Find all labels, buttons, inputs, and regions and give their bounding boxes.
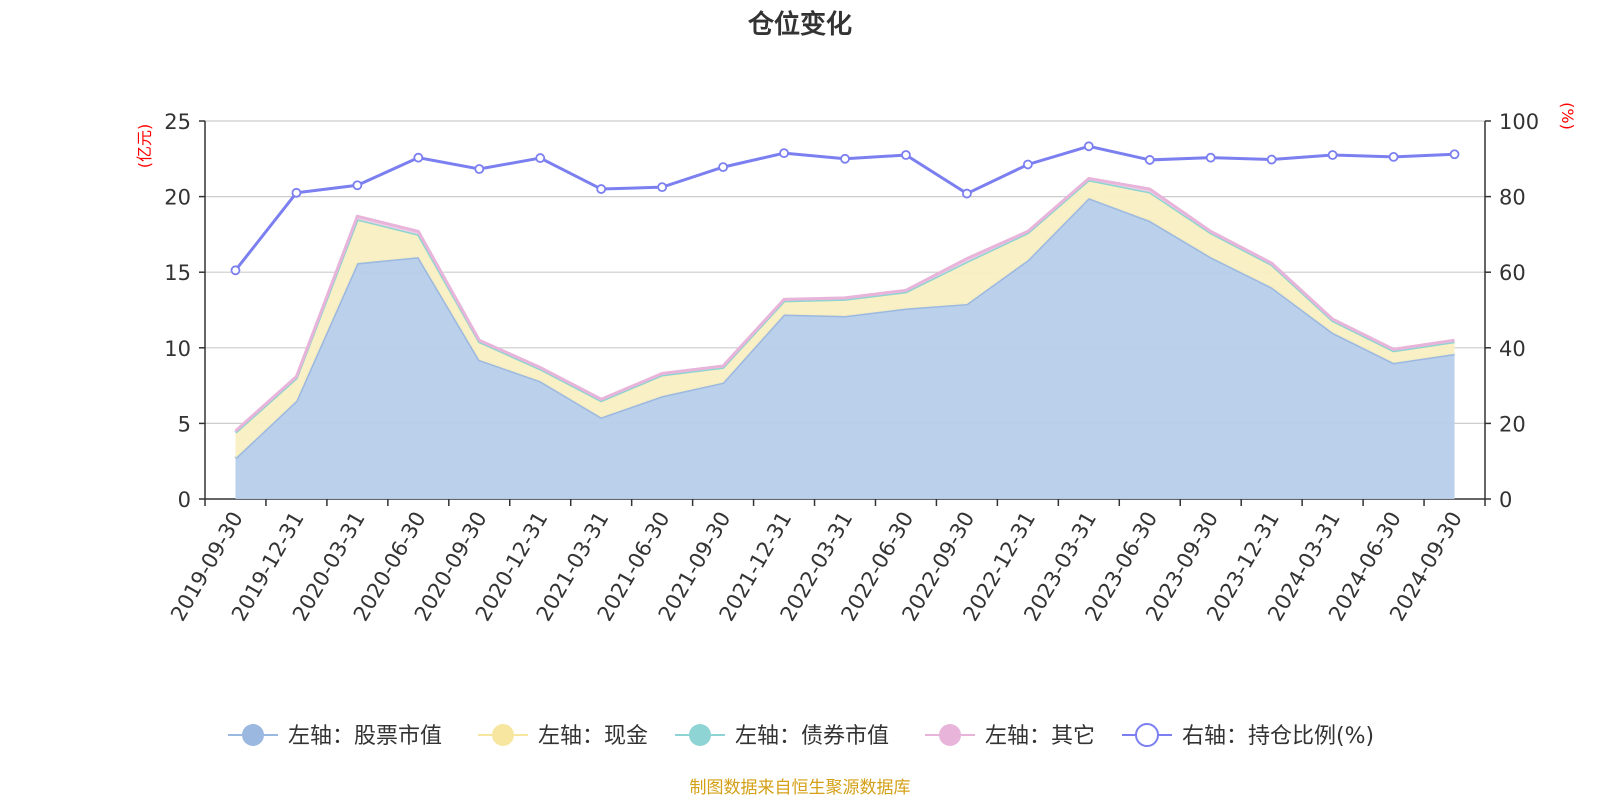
left-axis-tick-label: 5 xyxy=(178,412,191,436)
ratio-point xyxy=(1388,152,1399,162)
legend-item: 左轴：股票市值 xyxy=(228,724,442,749)
legend: 左轴：股票市值 左轴：现金 左轴：债券市值 左轴：其它 右轴：持仓比例(%) xyxy=(228,723,1374,749)
right-axis-tick-label: 80 xyxy=(1499,186,1526,210)
right-axis-tick-label: 60 xyxy=(1499,261,1526,285)
ratio-point xyxy=(1449,149,1460,160)
ratio-point xyxy=(230,265,241,276)
ratio-point xyxy=(413,152,424,163)
legend-label: 左轴：股票市值 xyxy=(288,724,442,749)
ratio-point xyxy=(596,184,607,194)
legend-item: 右轴：持仓比例(%) xyxy=(1122,723,1374,749)
left-axis-tick-label: 10 xyxy=(164,337,191,361)
ratio-point xyxy=(535,153,546,163)
ratio-point xyxy=(1205,152,1216,163)
legend-marker-filled-icon xyxy=(689,724,711,746)
legend-label: 左轴：其它 xyxy=(985,724,1095,749)
ratio-point xyxy=(474,164,485,174)
legend-label: 左轴：债券市值 xyxy=(735,724,889,749)
legend-marker-hollow-icon xyxy=(1135,723,1159,747)
legend-marker-filled-icon xyxy=(242,724,264,746)
chart-title: 仓位变化 xyxy=(747,9,852,40)
ratio-point xyxy=(1266,154,1277,165)
area-line xyxy=(234,176,1455,433)
legend-item: 左轴：其它 xyxy=(925,724,1095,749)
ratio-point xyxy=(718,162,728,173)
ratio-point xyxy=(291,187,302,198)
ratio-point xyxy=(901,150,911,160)
ratio-point xyxy=(779,148,789,159)
right-axis-tick-label: 40 xyxy=(1499,337,1526,361)
legend-item: 左轴：债券市值 xyxy=(675,724,889,749)
ratio-point xyxy=(1144,155,1155,165)
ratio-point xyxy=(1327,150,1338,160)
ratio-point xyxy=(352,180,363,191)
left-axis-unit: (亿元) xyxy=(135,124,154,169)
legend-item: 左轴：现金 xyxy=(478,724,648,749)
ratio-point xyxy=(1083,141,1094,152)
legend-marker-filled-icon xyxy=(492,724,514,746)
ratio-point xyxy=(962,188,972,199)
left-axis-tick-label: 0 xyxy=(178,488,191,512)
ratio-point xyxy=(657,182,668,193)
data-source-note: 制图数据来自恒生聚源数据库 xyxy=(690,778,911,798)
legend-label: 右轴：持仓比例(%) xyxy=(1182,724,1374,749)
right-axis-tick-label: 100 xyxy=(1499,110,1539,134)
right-axis-tick-label: 20 xyxy=(1499,412,1526,436)
ratio-point xyxy=(840,153,850,164)
left-axis-tick-label: 25 xyxy=(164,110,191,134)
area-series-group xyxy=(234,176,1455,499)
left-axis-tick-label: 20 xyxy=(164,186,191,210)
right-axis-unit: (%) xyxy=(1558,102,1577,130)
right-axis-tick-label: 0 xyxy=(1499,488,1512,512)
line-series-group xyxy=(230,141,1460,276)
ratio-point xyxy=(1022,159,1033,170)
left-axis-tick-label: 15 xyxy=(164,261,191,285)
legend-label: 左轴：现金 xyxy=(538,724,648,749)
legend-marker-filled-icon xyxy=(939,724,961,746)
area-fill xyxy=(235,198,1455,499)
